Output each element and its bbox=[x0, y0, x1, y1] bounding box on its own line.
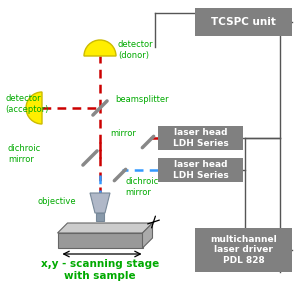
Polygon shape bbox=[96, 213, 104, 221]
Wedge shape bbox=[84, 40, 116, 56]
Text: dichroic
mirror: dichroic mirror bbox=[8, 144, 41, 164]
Polygon shape bbox=[90, 193, 110, 213]
Text: dichroic
mirror: dichroic mirror bbox=[125, 177, 158, 197]
Text: detector
(acceptor): detector (acceptor) bbox=[5, 94, 48, 114]
FancyBboxPatch shape bbox=[195, 8, 292, 36]
Polygon shape bbox=[58, 223, 152, 233]
Text: TCSPC unit: TCSPC unit bbox=[211, 17, 276, 27]
Text: laser head
LDH Series: laser head LDH Series bbox=[172, 160, 228, 180]
Text: objective: objective bbox=[38, 196, 76, 206]
FancyBboxPatch shape bbox=[158, 158, 243, 182]
Text: detector
(donor): detector (donor) bbox=[118, 40, 154, 60]
Text: x,y - scanning stage
with sample: x,y - scanning stage with sample bbox=[41, 259, 159, 281]
Wedge shape bbox=[26, 92, 42, 124]
Text: laser head
LDH Series: laser head LDH Series bbox=[172, 128, 228, 148]
Text: multichannel
laser driver
PDL 828: multichannel laser driver PDL 828 bbox=[210, 235, 277, 265]
Text: mirror: mirror bbox=[110, 130, 136, 139]
Text: beamsplitter: beamsplitter bbox=[115, 95, 169, 104]
FancyBboxPatch shape bbox=[195, 228, 292, 272]
FancyBboxPatch shape bbox=[158, 126, 243, 150]
Polygon shape bbox=[58, 233, 142, 248]
Polygon shape bbox=[142, 223, 152, 248]
